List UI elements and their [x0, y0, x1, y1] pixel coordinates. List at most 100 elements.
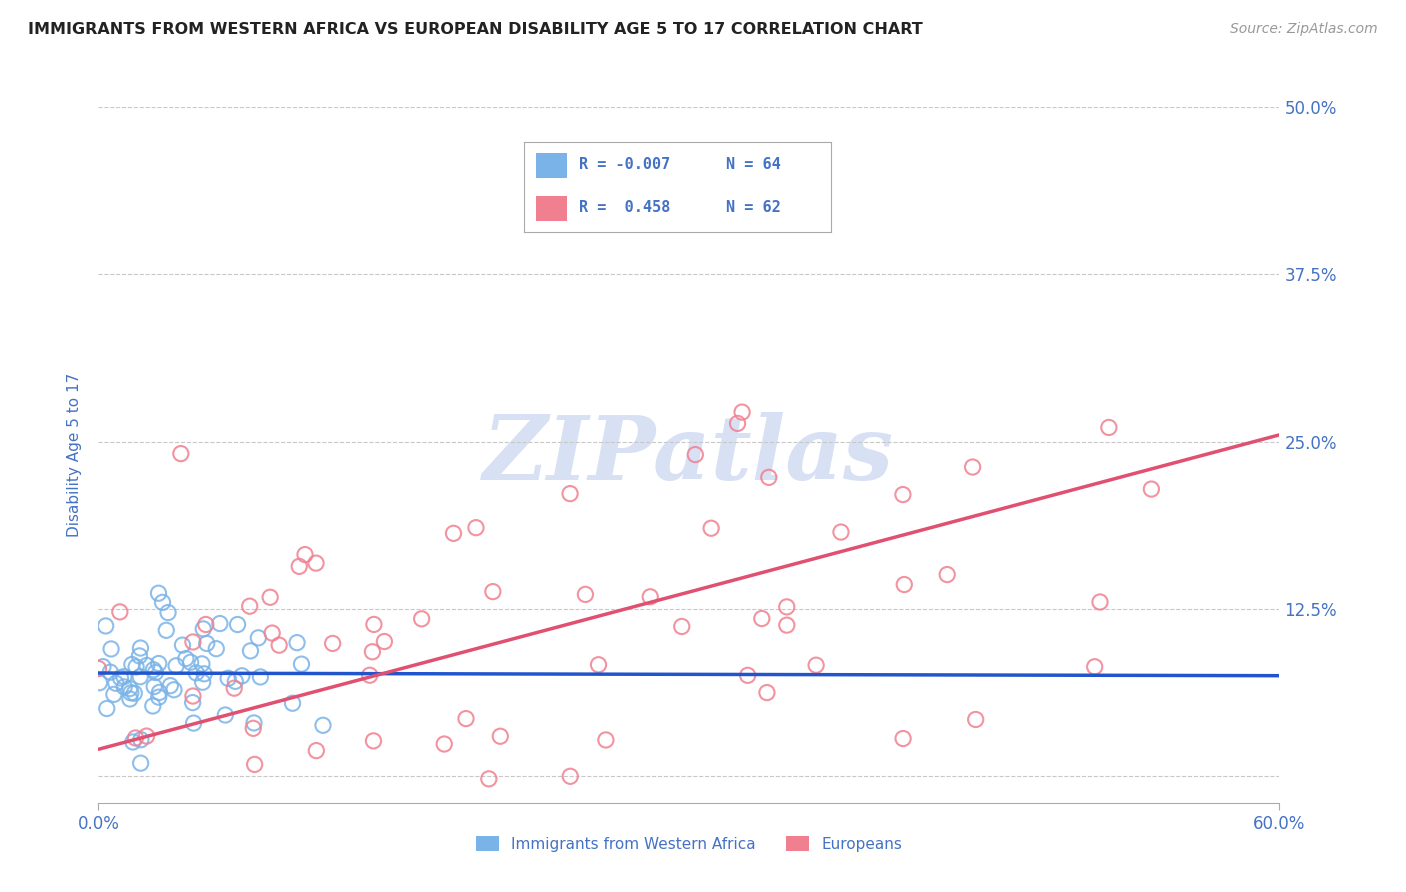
Point: [124, 686, 146, 700]
Point: [118, 692, 141, 706]
Point: [259, 591, 281, 605]
Point: [454, 712, 477, 726]
Point: [193, 622, 215, 636]
Point: [638, 590, 661, 604]
Point: [112, 670, 135, 684]
Point: [478, 772, 501, 786]
Point: [305, 556, 328, 570]
Point: [142, 663, 165, 677]
Point: [804, 658, 827, 673]
Point: [751, 611, 773, 625]
Point: [776, 599, 799, 614]
Point: [143, 680, 166, 694]
Point: [489, 729, 512, 743]
Point: [129, 641, 152, 656]
Point: [558, 486, 581, 500]
Point: [191, 657, 214, 671]
Point: [118, 681, 141, 696]
Point: [159, 679, 181, 693]
Point: [226, 617, 249, 632]
Point: [112, 680, 135, 694]
Point: [242, 721, 264, 735]
Point: [830, 524, 852, 539]
Point: [104, 676, 127, 690]
Point: [129, 670, 152, 684]
Point: [231, 669, 253, 683]
Point: [145, 665, 167, 680]
Point: [108, 605, 131, 619]
Point: [891, 731, 914, 746]
Point: [217, 671, 239, 685]
Point: [195, 636, 218, 650]
Point: [172, 638, 194, 652]
Point: [359, 668, 381, 682]
Point: [685, 448, 707, 462]
Point: [322, 636, 344, 650]
Point: [285, 635, 308, 649]
Point: [239, 644, 262, 658]
Point: [269, 638, 291, 652]
Point: [755, 685, 778, 699]
Point: [191, 675, 214, 690]
Point: [224, 681, 246, 695]
Point: [208, 616, 231, 631]
Point: [148, 690, 170, 705]
Point: [776, 618, 799, 632]
Point: [100, 642, 122, 657]
Point: [125, 660, 148, 674]
Point: [128, 648, 150, 663]
Point: [87, 662, 110, 676]
Point: [157, 606, 180, 620]
Y-axis label: Disability Age 5 to 17: Disability Age 5 to 17: [67, 373, 83, 537]
Point: [288, 559, 311, 574]
Point: [98, 665, 121, 680]
Point: [1140, 482, 1163, 496]
Point: [312, 718, 335, 732]
Point: [411, 612, 433, 626]
Point: [135, 658, 157, 673]
Point: [243, 715, 266, 730]
Point: [155, 624, 177, 638]
Point: [96, 701, 118, 715]
Point: [363, 734, 385, 748]
Point: [110, 671, 132, 685]
Point: [174, 651, 197, 665]
Point: [482, 584, 505, 599]
Point: [148, 685, 170, 699]
Point: [560, 769, 582, 783]
Point: [124, 731, 146, 745]
Point: [965, 713, 987, 727]
Point: [170, 447, 193, 461]
Point: [465, 521, 488, 535]
Point: [121, 657, 143, 672]
Point: [1088, 595, 1111, 609]
Point: [588, 657, 610, 672]
Point: [595, 733, 617, 747]
Point: [936, 567, 959, 582]
Point: [165, 658, 187, 673]
Point: [247, 631, 270, 645]
Point: [89, 675, 111, 690]
Point: [893, 577, 915, 591]
Point: [305, 743, 328, 757]
Point: [891, 487, 914, 501]
Point: [142, 698, 165, 713]
Point: [281, 696, 304, 710]
Point: [290, 657, 312, 672]
Point: [214, 708, 236, 723]
Point: [700, 521, 723, 535]
Point: [433, 737, 456, 751]
Point: [239, 599, 262, 614]
Point: [671, 619, 693, 633]
Point: [1098, 420, 1121, 434]
Point: [186, 665, 208, 680]
Point: [129, 756, 152, 771]
Point: [962, 460, 984, 475]
Point: [135, 729, 157, 743]
Point: [163, 682, 186, 697]
Text: IMMIGRANTS FROM WESTERN AFRICA VS EUROPEAN DISABILITY AGE 5 TO 17 CORRELATION CH: IMMIGRANTS FROM WESTERN AFRICA VS EUROPE…: [28, 22, 922, 37]
Point: [224, 674, 246, 689]
Point: [94, 619, 117, 633]
Point: [183, 716, 205, 731]
Point: [122, 735, 145, 749]
